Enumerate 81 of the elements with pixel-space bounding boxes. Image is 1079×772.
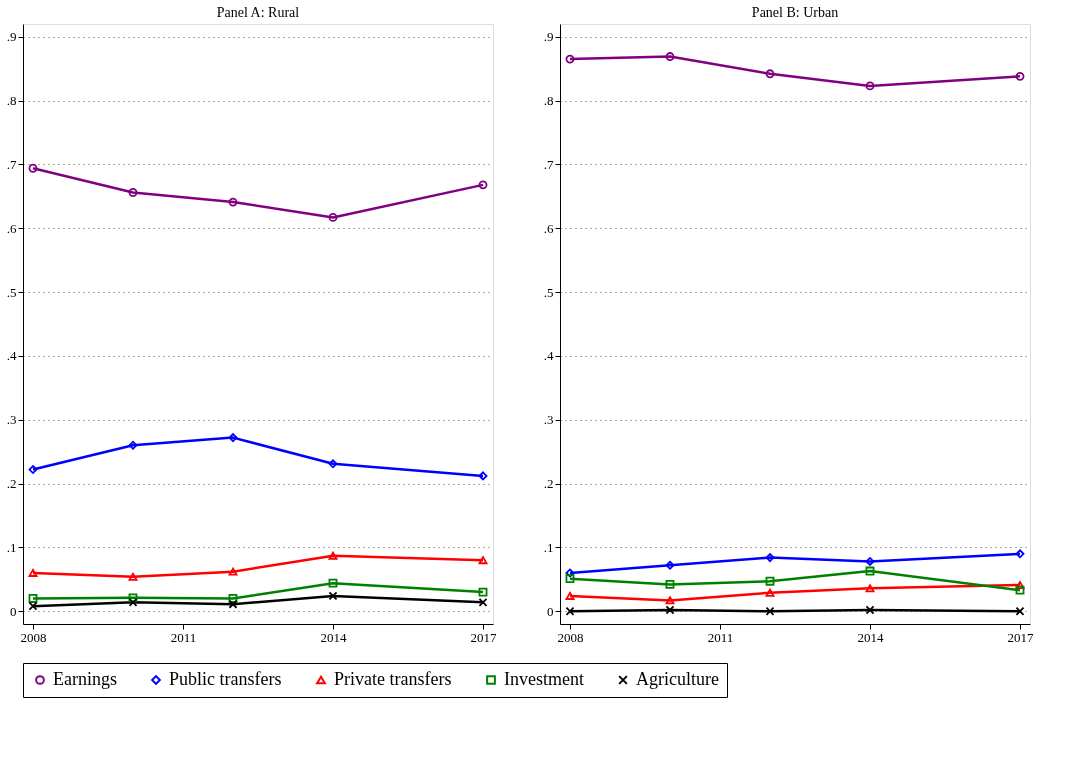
- point: [665, 596, 675, 605]
- legend-label: Agriculture: [636, 669, 719, 689]
- point: [328, 459, 338, 469]
- point: [765, 576, 775, 586]
- y-tick-label: .8: [6, 93, 17, 109]
- point: [128, 572, 138, 581]
- point: [865, 81, 875, 91]
- point: [28, 465, 38, 474]
- legend-label: Earnings: [53, 669, 117, 689]
- point: [1015, 581, 1025, 590]
- point: [228, 594, 238, 603]
- point: [328, 551, 338, 560]
- point: [228, 433, 238, 443]
- point: [865, 605, 875, 615]
- y-tick-label: .5: [543, 284, 554, 300]
- point: [665, 605, 675, 615]
- point: [865, 584, 875, 593]
- y-tick-label: 0: [547, 603, 554, 619]
- point: [28, 601, 38, 611]
- y-tick-label: .6: [543, 220, 554, 236]
- y-tick-label: 0: [10, 603, 17, 619]
- point: [128, 440, 138, 450]
- point: [328, 578, 338, 588]
- y-tick-label: .1: [6, 539, 17, 555]
- x-tick-label: 2017: [1007, 629, 1034, 645]
- point: [665, 560, 675, 570]
- point: [665, 579, 675, 589]
- y-tick-label: .2: [543, 476, 554, 492]
- point: [478, 471, 488, 481]
- point: [1015, 606, 1025, 616]
- legend-label: Investment: [504, 669, 584, 689]
- legend-label: Public transfers: [169, 669, 282, 689]
- x-tick-label: 2008: [20, 629, 47, 645]
- x-tick-label: 2014: [857, 629, 884, 645]
- point: [28, 594, 38, 603]
- point: [765, 588, 775, 597]
- point: [865, 566, 875, 576]
- point: [865, 557, 875, 566]
- y-tick-label: .7: [6, 156, 17, 172]
- point: [28, 568, 38, 577]
- y-tick-label: .6: [6, 220, 17, 236]
- point: [1015, 549, 1025, 559]
- x-tick-label: 2014: [320, 629, 347, 645]
- point: [128, 597, 138, 607]
- y-tick-label: .3: [543, 412, 554, 428]
- point: [328, 591, 338, 601]
- point: [765, 606, 775, 616]
- y-tick-label: .4: [543, 348, 554, 364]
- y-tick-label: .9: [543, 29, 554, 45]
- point: [328, 212, 338, 222]
- point: [478, 597, 488, 607]
- y-tick-label: .9: [6, 29, 17, 45]
- point: [665, 52, 675, 61]
- y-tick-label: .2: [6, 476, 17, 492]
- point: [765, 69, 775, 79]
- point: [565, 591, 575, 600]
- point: [228, 197, 238, 207]
- y-tick-label: .1: [543, 539, 554, 555]
- y-tick-label: .4: [6, 348, 17, 364]
- y-tick-label: .3: [6, 412, 17, 428]
- point: [565, 568, 575, 578]
- legend-label: Private transfers: [334, 669, 452, 689]
- point: [228, 567, 238, 576]
- point: [478, 556, 488, 565]
- x-tick-label: 2011: [707, 629, 734, 645]
- x-tick-label: 2011: [170, 629, 197, 645]
- point: [128, 188, 138, 197]
- x-tick-label: 2017: [470, 629, 497, 645]
- y-tick-label: .8: [543, 93, 554, 109]
- point: [565, 574, 575, 584]
- point: [565, 606, 575, 616]
- point: [128, 593, 138, 603]
- point: [478, 587, 488, 597]
- y-tick-label: .5: [6, 284, 17, 300]
- chart-title: Panel B: Urban: [751, 5, 839, 20]
- chart-title: Panel A: Rural: [216, 5, 300, 20]
- point: [228, 599, 238, 609]
- x-tick-label: 2008: [557, 629, 584, 645]
- y-tick-label: .7: [543, 156, 554, 172]
- point: [1015, 585, 1025, 595]
- point: [765, 553, 775, 563]
